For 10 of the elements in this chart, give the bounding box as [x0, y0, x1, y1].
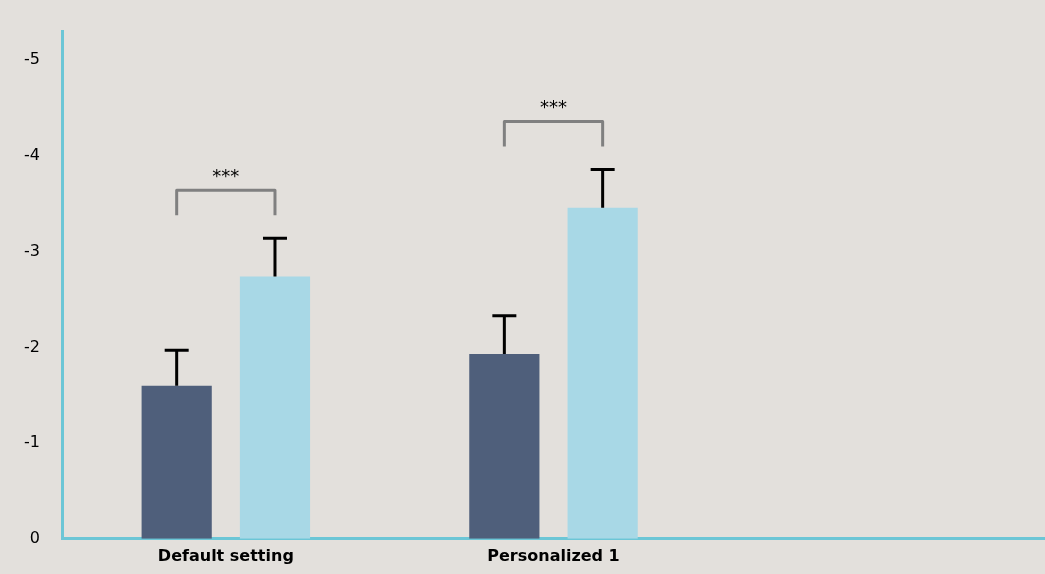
y-tick-label: -3 — [24, 240, 40, 260]
y-tick-label: -2 — [24, 336, 40, 356]
annotation: *** — [540, 96, 567, 118]
annotation: *** — [212, 164, 240, 186]
y-tick-label: -1 — [24, 432, 40, 452]
y-tick-label: -4 — [24, 145, 40, 165]
y-tick-label: 0 — [29, 527, 40, 547]
x-tick-label: Default setting — [157, 545, 294, 565]
x-tick-label: Personalized 1 — [487, 545, 620, 565]
y-tick-label: -5 — [24, 49, 40, 69]
